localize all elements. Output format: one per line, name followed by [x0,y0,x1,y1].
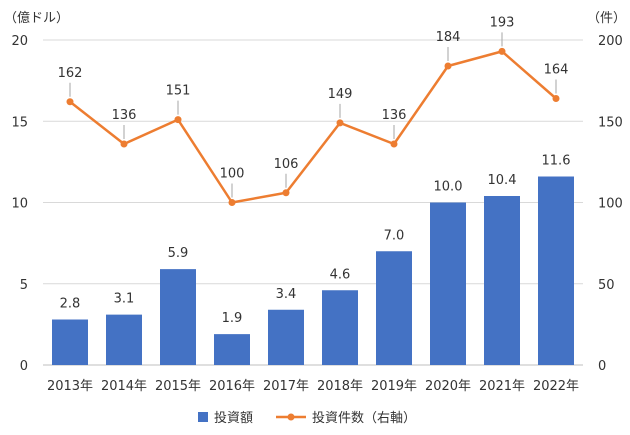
line-data-label: 151 [166,84,191,99]
right-tick-label: 50 [598,278,615,293]
line-data-label: 149 [328,87,353,102]
line-point [498,47,506,55]
line-point [282,189,290,197]
line-point [228,199,236,206]
line-point [66,98,74,106]
category-label: 2017年 [263,379,309,394]
bar [52,319,88,365]
left-tick-label: 10 [11,197,28,212]
line-data-label: 164 [544,63,569,78]
legend-swatch-bar [198,412,208,422]
line-point [174,116,182,124]
right-tick-label: 200 [598,34,623,49]
line-data-label: 162 [58,66,83,81]
legend-swatch-marker [287,413,295,421]
bar [322,290,358,365]
right-axis-ticks: 0 50 100 150 200 [598,34,623,374]
bar-data-label: 4.6 [330,267,351,282]
line-data-label: 136 [112,108,137,123]
left-tick-label: 0 [20,359,28,374]
bar [160,269,196,365]
bar-data-label: 11.6 [542,154,571,169]
right-axis-unit: （件） [587,11,626,26]
legend: 投資額 投資件数（右軸） [198,410,416,426]
category-label: 2019年 [371,379,417,394]
bar-data-label: 2.8 [60,297,81,312]
category-label: 2013年 [47,379,93,394]
right-tick-label: 0 [598,359,606,374]
bar-data-label: 1.9 [222,311,243,326]
legend-label-bar: 投資額 [214,410,253,426]
bar [430,202,466,365]
bar [268,309,304,365]
line-series [66,32,560,206]
line-point [336,119,344,127]
category-label: 2022年 [533,379,579,394]
line-data-label: 136 [382,108,407,123]
line-point [390,140,398,148]
bar [106,314,142,365]
category-label: 2016年 [209,379,255,394]
line-data-label: 184 [436,30,461,45]
right-tick-label: 150 [598,115,623,130]
category-label: 2020年 [425,379,471,394]
bar [376,251,412,365]
bar-data-label: 10.4 [488,173,517,188]
bar-data-label: 3.1 [114,292,135,307]
category-label: 2018年 [317,379,363,394]
line-point [120,140,128,148]
bar-data-label: 5.9 [168,246,189,261]
category-label: 2021年 [479,379,525,394]
category-labels: 2013年 2014年 2015年 2016年 2017年 2018年 2019年 2020年… [47,379,579,394]
left-tick-label: 15 [11,115,28,130]
bar-series [52,176,574,365]
line-data-label: 100 [220,167,245,182]
line-point [444,62,452,70]
left-axis-unit: （億ドル） [4,10,69,26]
line-point [552,95,560,102]
left-tick-label: 20 [11,34,28,49]
right-tick-label: 100 [598,197,623,212]
legend-label-line: 投資件数（右軸） [312,410,416,426]
bar-data-label: 10.0 [434,180,463,195]
bar-data-label: 3.4 [276,287,297,302]
line-path [69,50,557,204]
bar [214,334,250,365]
left-tick-label: 5 [20,278,28,293]
category-label: 2015年 [155,379,201,394]
line-data-label: 106 [274,157,299,172]
bar-data-label: 7.0 [384,228,405,243]
bar-data-labels: 2.8 3.1 5.9 1.9 3.4 4.6 7.0 10.0 10.4 11.6 [60,154,571,327]
category-label: 2014年 [101,379,147,394]
bar [484,196,520,365]
left-axis-ticks: 0 5 10 15 20 [11,34,28,374]
line-data-labels: 162 136 151 100 106 149 136 184 193 164 [58,15,569,181]
line-data-label: 193 [490,15,515,30]
bar [538,176,574,365]
